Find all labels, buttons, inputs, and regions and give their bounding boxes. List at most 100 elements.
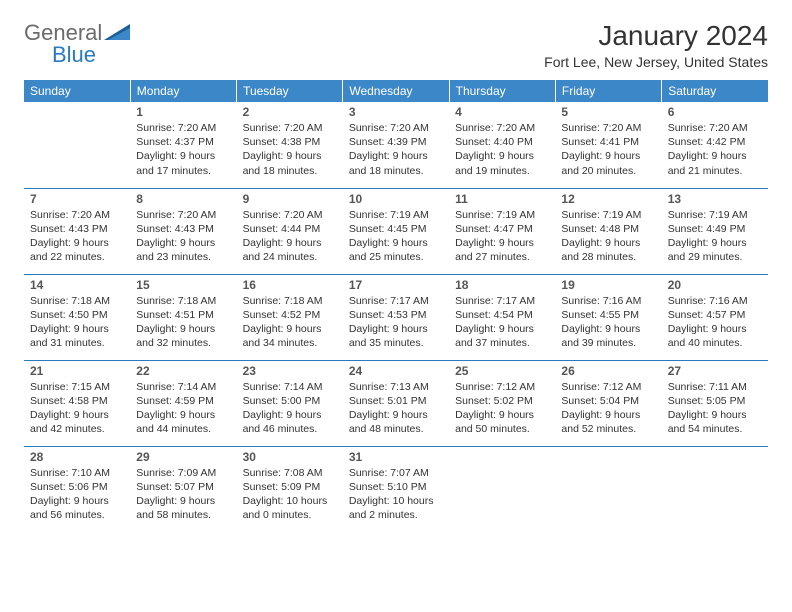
day-number: 9	[243, 192, 337, 206]
day-info: Sunrise: 7:19 AMSunset: 4:47 PMDaylight:…	[455, 208, 549, 265]
day-info: Sunrise: 7:12 AMSunset: 5:04 PMDaylight:…	[561, 380, 655, 437]
calendar-day-cell: 22 Sunrise: 7:14 AMSunset: 4:59 PMDayligh…	[130, 360, 236, 446]
calendar-day-cell: 21 Sunrise: 7:15 AMSunset: 4:58 PMDayligh…	[24, 360, 130, 446]
calendar-day-cell: 31 Sunrise: 7:07 AMSunset: 5:10 PMDayligh…	[343, 446, 449, 532]
weekday-header: Saturday	[662, 80, 768, 102]
calendar-day-cell: 2 Sunrise: 7:20 AMSunset: 4:38 PMDaylight…	[237, 102, 343, 188]
calendar-header-row: SundayMondayTuesdayWednesdayThursdayFrid…	[24, 80, 768, 102]
calendar-week-row: 28 Sunrise: 7:10 AMSunset: 5:06 PMDayligh…	[24, 446, 768, 532]
day-number: 4	[455, 105, 549, 119]
day-info: Sunrise: 7:15 AMSunset: 4:58 PMDaylight:…	[30, 380, 124, 437]
calendar-day-cell: 18 Sunrise: 7:17 AMSunset: 4:54 PMDayligh…	[449, 274, 555, 360]
day-number: 1	[136, 105, 230, 119]
day-number: 29	[136, 450, 230, 464]
day-number: 12	[561, 192, 655, 206]
day-info: Sunrise: 7:16 AMSunset: 4:57 PMDaylight:…	[668, 294, 762, 351]
day-number: 8	[136, 192, 230, 206]
day-number: 28	[30, 450, 124, 464]
day-info: Sunrise: 7:20 AMSunset: 4:37 PMDaylight:…	[136, 121, 230, 178]
day-number: 13	[668, 192, 762, 206]
day-number: 18	[455, 278, 549, 292]
day-number: 19	[561, 278, 655, 292]
calendar-day-cell: 9 Sunrise: 7:20 AMSunset: 4:44 PMDaylight…	[237, 188, 343, 274]
calendar-day-cell: 7 Sunrise: 7:20 AMSunset: 4:43 PMDaylight…	[24, 188, 130, 274]
day-info: Sunrise: 7:11 AMSunset: 5:05 PMDaylight:…	[668, 380, 762, 437]
day-number: 30	[243, 450, 337, 464]
calendar-day-cell: 20Sunrise: 7:16 AMSunset: 4:57 PMDayligh…	[662, 274, 768, 360]
day-info: Sunrise: 7:20 AMSunset: 4:40 PMDaylight:…	[455, 121, 549, 178]
month-title: January 2024	[544, 20, 768, 52]
calendar-day-cell: 1 Sunrise: 7:20 AMSunset: 4:37 PMDaylight…	[130, 102, 236, 188]
calendar-day-cell: 16 Sunrise: 7:18 AMSunset: 4:52 PMDayligh…	[237, 274, 343, 360]
calendar-day-cell: 11Sunrise: 7:19 AMSunset: 4:47 PMDayligh…	[449, 188, 555, 274]
calendar-day-cell: 8Sunrise: 7:20 AMSunset: 4:43 PMDaylight…	[130, 188, 236, 274]
day-info: Sunrise: 7:19 AMSunset: 4:45 PMDaylight:…	[349, 208, 443, 265]
day-number: 31	[349, 450, 443, 464]
calendar-day-cell: 28 Sunrise: 7:10 AMSunset: 5:06 PMDayligh…	[24, 446, 130, 532]
calendar-empty-cell	[555, 446, 661, 532]
day-info: Sunrise: 7:18 AMSunset: 4:51 PMDaylight:…	[136, 294, 230, 351]
weekday-header: Tuesday	[237, 80, 343, 102]
calendar-week-row: 1 Sunrise: 7:20 AMSunset: 4:37 PMDaylight…	[24, 102, 768, 188]
calendar-day-cell: 27 Sunrise: 7:11 AMSunset: 5:05 PMDayligh…	[662, 360, 768, 446]
day-info: Sunrise: 7:13 AMSunset: 5:01 PMDaylight:…	[349, 380, 443, 437]
calendar-day-cell: 15 Sunrise: 7:18 AMSunset: 4:51 PMDayligh…	[130, 274, 236, 360]
calendar-day-cell: 19 Sunrise: 7:16 AMSunset: 4:55 PMDayligh…	[555, 274, 661, 360]
day-info: Sunrise: 7:10 AMSunset: 5:06 PMDaylight:…	[30, 466, 124, 523]
day-number: 2	[243, 105, 337, 119]
calendar-week-row: 7 Sunrise: 7:20 AMSunset: 4:43 PMDaylight…	[24, 188, 768, 274]
day-number: 7	[30, 192, 124, 206]
day-number: 6	[668, 105, 762, 119]
day-info: Sunrise: 7:20 AMSunset: 4:41 PMDaylight:…	[561, 121, 655, 178]
day-info: Sunrise: 7:12 AMSunset: 5:02 PMDaylight:…	[455, 380, 549, 437]
calendar-body: 1 Sunrise: 7:20 AMSunset: 4:37 PMDaylight…	[24, 102, 768, 532]
day-info: Sunrise: 7:20 AMSunset: 4:39 PMDaylight:…	[349, 121, 443, 178]
calendar-empty-cell	[662, 446, 768, 532]
brand-part2: Blue	[52, 42, 96, 67]
day-number: 26	[561, 364, 655, 378]
day-number: 23	[243, 364, 337, 378]
brand-triangle-icon	[104, 22, 130, 45]
day-number: 25	[455, 364, 549, 378]
calendar-week-row: 14Sunrise: 7:18 AMSunset: 4:50 PMDayligh…	[24, 274, 768, 360]
calendar-day-cell: 4 Sunrise: 7:20 AMSunset: 4:40 PMDaylight…	[449, 102, 555, 188]
calendar-day-cell: 23Sunrise: 7:14 AMSunset: 5:00 PMDayligh…	[237, 360, 343, 446]
weekday-header: Sunday	[24, 80, 130, 102]
day-number: 17	[349, 278, 443, 292]
location-text: Fort Lee, New Jersey, United States	[544, 54, 768, 70]
page-header: General January 2024 Fort Lee, New Jerse…	[24, 20, 768, 70]
calendar-day-cell: 13 Sunrise: 7:19 AMSunset: 4:49 PMDayligh…	[662, 188, 768, 274]
day-info: Sunrise: 7:19 AMSunset: 4:49 PMDaylight:…	[668, 208, 762, 265]
day-info: Sunrise: 7:19 AMSunset: 4:48 PMDaylight:…	[561, 208, 655, 265]
day-number: 22	[136, 364, 230, 378]
day-number: 16	[243, 278, 337, 292]
day-info: Sunrise: 7:07 AMSunset: 5:10 PMDaylight:…	[349, 466, 443, 523]
title-block: January 2024 Fort Lee, New Jersey, Unite…	[544, 20, 768, 70]
day-number: 10	[349, 192, 443, 206]
day-info: Sunrise: 7:14 AMSunset: 4:59 PMDaylight:…	[136, 380, 230, 437]
day-number: 21	[30, 364, 124, 378]
calendar-day-cell: 26 Sunrise: 7:12 AMSunset: 5:04 PMDayligh…	[555, 360, 661, 446]
day-info: Sunrise: 7:08 AMSunset: 5:09 PMDaylight:…	[243, 466, 337, 523]
day-info: Sunrise: 7:09 AMSunset: 5:07 PMDaylight:…	[136, 466, 230, 523]
calendar-table: SundayMondayTuesdayWednesdayThursdayFrid…	[24, 80, 768, 532]
day-info: Sunrise: 7:20 AMSunset: 4:44 PMDaylight:…	[243, 208, 337, 265]
day-info: Sunrise: 7:17 AMSunset: 4:53 PMDaylight:…	[349, 294, 443, 351]
brand-logo-line2: Blue	[24, 42, 96, 68]
day-info: Sunrise: 7:17 AMSunset: 4:54 PMDaylight:…	[455, 294, 549, 351]
calendar-day-cell: 17 Sunrise: 7:17 AMSunset: 4:53 PMDayligh…	[343, 274, 449, 360]
weekday-header: Thursday	[449, 80, 555, 102]
calendar-day-cell: 10 Sunrise: 7:19 AMSunset: 4:45 PMDayligh…	[343, 188, 449, 274]
day-info: Sunrise: 7:18 AMSunset: 4:50 PMDaylight:…	[30, 294, 124, 351]
day-info: Sunrise: 7:20 AMSunset: 4:43 PMDaylight:…	[30, 208, 124, 265]
calendar-day-cell: 6Sunrise: 7:20 AMSunset: 4:42 PMDaylight…	[662, 102, 768, 188]
day-number: 27	[668, 364, 762, 378]
calendar-day-cell: 3Sunrise: 7:20 AMSunset: 4:39 PMDaylight…	[343, 102, 449, 188]
calendar-day-cell: 29 Sunrise: 7:09 AMSunset: 5:07 PMDayligh…	[130, 446, 236, 532]
calendar-day-cell: 14Sunrise: 7:18 AMSunset: 4:50 PMDayligh…	[24, 274, 130, 360]
day-info: Sunrise: 7:16 AMSunset: 4:55 PMDaylight:…	[561, 294, 655, 351]
day-info: Sunrise: 7:18 AMSunset: 4:52 PMDaylight:…	[243, 294, 337, 351]
calendar-empty-cell	[449, 446, 555, 532]
day-info: Sunrise: 7:20 AMSunset: 4:38 PMDaylight:…	[243, 121, 337, 178]
day-number: 15	[136, 278, 230, 292]
